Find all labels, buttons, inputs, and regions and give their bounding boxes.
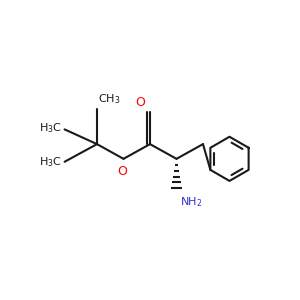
Text: O: O: [135, 96, 145, 109]
Text: H$_3$C: H$_3$C: [39, 121, 62, 135]
Text: O: O: [117, 165, 127, 178]
Text: CH$_3$: CH$_3$: [98, 93, 121, 106]
Text: H$_3$C: H$_3$C: [39, 155, 62, 169]
Text: NH$_2$: NH$_2$: [180, 196, 203, 209]
